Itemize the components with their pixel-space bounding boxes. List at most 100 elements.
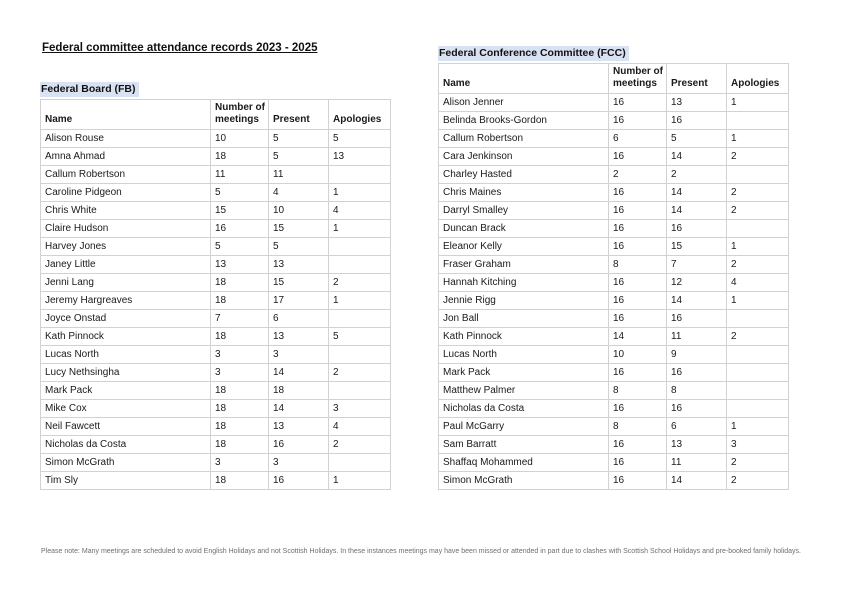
table-cell: 18	[210, 471, 269, 490]
federal-conference-committee-heading: Federal Conference Committee (FCC)	[438, 46, 629, 61]
table-cell: 2	[328, 435, 391, 454]
table-row: Eleanor Kelly 16 15 1	[438, 237, 789, 256]
table-cell: Claire Hudson	[40, 219, 211, 238]
table-row: Nicholas da Costa 16 16	[438, 399, 789, 418]
table-cell: 11	[268, 165, 329, 184]
table-cell: 18	[210, 327, 269, 346]
table-row: Callum Robertson 6 5 1	[438, 129, 789, 148]
table-cell: Nicholas da Costa	[40, 435, 211, 454]
table-row: Joyce Onstad 7 6	[40, 309, 391, 328]
table-row: Cara Jenkinson 16 14 2	[438, 147, 789, 166]
table-cell: 2	[328, 273, 391, 292]
table-cell: 13	[328, 147, 391, 166]
table-cell	[328, 345, 391, 364]
table-cell: Simon McGrath	[438, 471, 609, 490]
table-cell: 1	[726, 237, 789, 256]
table-cell: 16	[608, 219, 667, 238]
table-cell: Amna Ahmad	[40, 147, 211, 166]
table-cell: 16	[666, 111, 727, 130]
table-cell	[726, 219, 789, 238]
document-title: Federal committee attendance records 202…	[42, 42, 318, 54]
table-cell: Simon McGrath	[40, 453, 211, 472]
table-cell: Neil Fawcett	[40, 417, 211, 436]
table-cell: 16	[608, 363, 667, 382]
table-cell	[328, 309, 391, 328]
table-row: Hannah Kitching 16 12 4	[438, 273, 789, 292]
table-row: Alison Rouse 10 5 5	[40, 129, 391, 148]
table-cell: 16	[666, 309, 727, 328]
table-cell: 16	[608, 309, 667, 328]
table-cell: 17	[268, 291, 329, 310]
table-row: Jeremy Hargreaves 18 17 1	[40, 291, 391, 310]
table-row: Paul McGarry 8 6 1	[438, 417, 789, 436]
table-row: Claire Hudson 16 15 1	[40, 219, 391, 238]
table-cell: 10	[268, 201, 329, 220]
table-row: Simon McGrath 16 14 2	[438, 471, 789, 490]
table-cell: 13	[268, 255, 329, 274]
table-cell	[726, 381, 789, 400]
table-cell: 18	[210, 291, 269, 310]
column-header: Apologies	[328, 99, 391, 130]
column-header: Apologies	[726, 63, 789, 94]
table-cell	[328, 255, 391, 274]
table-row: Tim Sly 18 16 1	[40, 471, 391, 490]
table-cell: 14	[666, 471, 727, 490]
table-cell: Lucas North	[438, 345, 609, 364]
table-cell: 18	[268, 381, 329, 400]
table-row: Mark Pack 18 18	[40, 381, 391, 400]
table-row: Shaffaq Mohammed 16 11 2	[438, 453, 789, 472]
table-cell	[328, 237, 391, 256]
table-cell: Shaffaq Mohammed	[438, 453, 609, 472]
table-row: Janey Little 13 13	[40, 255, 391, 274]
table-row: Jon Ball 16 16	[438, 309, 789, 328]
table-cell: 8	[608, 255, 667, 274]
table-cell: 8	[666, 381, 727, 400]
table-row: Fraser Graham 8 7 2	[438, 255, 789, 274]
table-cell: 4	[328, 201, 391, 220]
table-cell: 5	[666, 129, 727, 148]
column-header: Present	[268, 99, 329, 130]
table-row: Darryl Smalley 16 14 2	[438, 201, 789, 220]
table-cell: Belinda Brooks-Gordon	[438, 111, 609, 130]
table-cell: 16	[608, 183, 667, 202]
table-row: Chris Maines 16 14 2	[438, 183, 789, 202]
table-row: Lucy Nethsingha 3 14 2	[40, 363, 391, 382]
table-cell: 16	[608, 111, 667, 130]
table-row: Neil Fawcett 18 13 4	[40, 417, 391, 436]
table-cell: Callum Robertson	[40, 165, 211, 184]
table-cell: 10	[210, 129, 269, 148]
table-cell: 15	[210, 201, 269, 220]
table-cell: 9	[666, 345, 727, 364]
table-cell: Matthew Palmer	[438, 381, 609, 400]
table-cell: 15	[268, 219, 329, 238]
table-cell: Mark Pack	[438, 363, 609, 382]
table-cell: 14	[666, 147, 727, 166]
table-row: Lucas North 3 3	[40, 345, 391, 364]
table-cell: 5	[328, 327, 391, 346]
table-cell: 1	[328, 471, 391, 490]
table-cell: Darryl Smalley	[438, 201, 609, 220]
table-cell: Duncan Brack	[438, 219, 609, 238]
table-cell: 18	[210, 417, 269, 436]
table-cell: Jennie Rigg	[438, 291, 609, 310]
table-cell: 3	[210, 345, 269, 364]
table-cell: 16	[608, 273, 667, 292]
table-row: Chris White 15 10 4	[40, 201, 391, 220]
federal-conference-committee-section: Federal Conference Committee (FCC) Name N…	[438, 43, 790, 490]
table-cell: 1	[726, 417, 789, 436]
table-cell: Hannah Kitching	[438, 273, 609, 292]
table-cell: 14	[666, 183, 727, 202]
table-cell: Lucas North	[40, 345, 211, 364]
table-cell: 4	[328, 417, 391, 436]
table-cell: 2	[328, 363, 391, 382]
table-cell: 3	[210, 363, 269, 382]
table-row: Mike Cox 18 14 3	[40, 399, 391, 418]
table-cell: 18	[210, 273, 269, 292]
table-cell: 10	[608, 345, 667, 364]
table-cell: 2	[726, 255, 789, 274]
table-cell: Jon Ball	[438, 309, 609, 328]
column-header: Name	[40, 99, 211, 130]
table-cell: 1	[328, 291, 391, 310]
table-cell: 18	[210, 381, 269, 400]
table-cell: 16	[666, 219, 727, 238]
